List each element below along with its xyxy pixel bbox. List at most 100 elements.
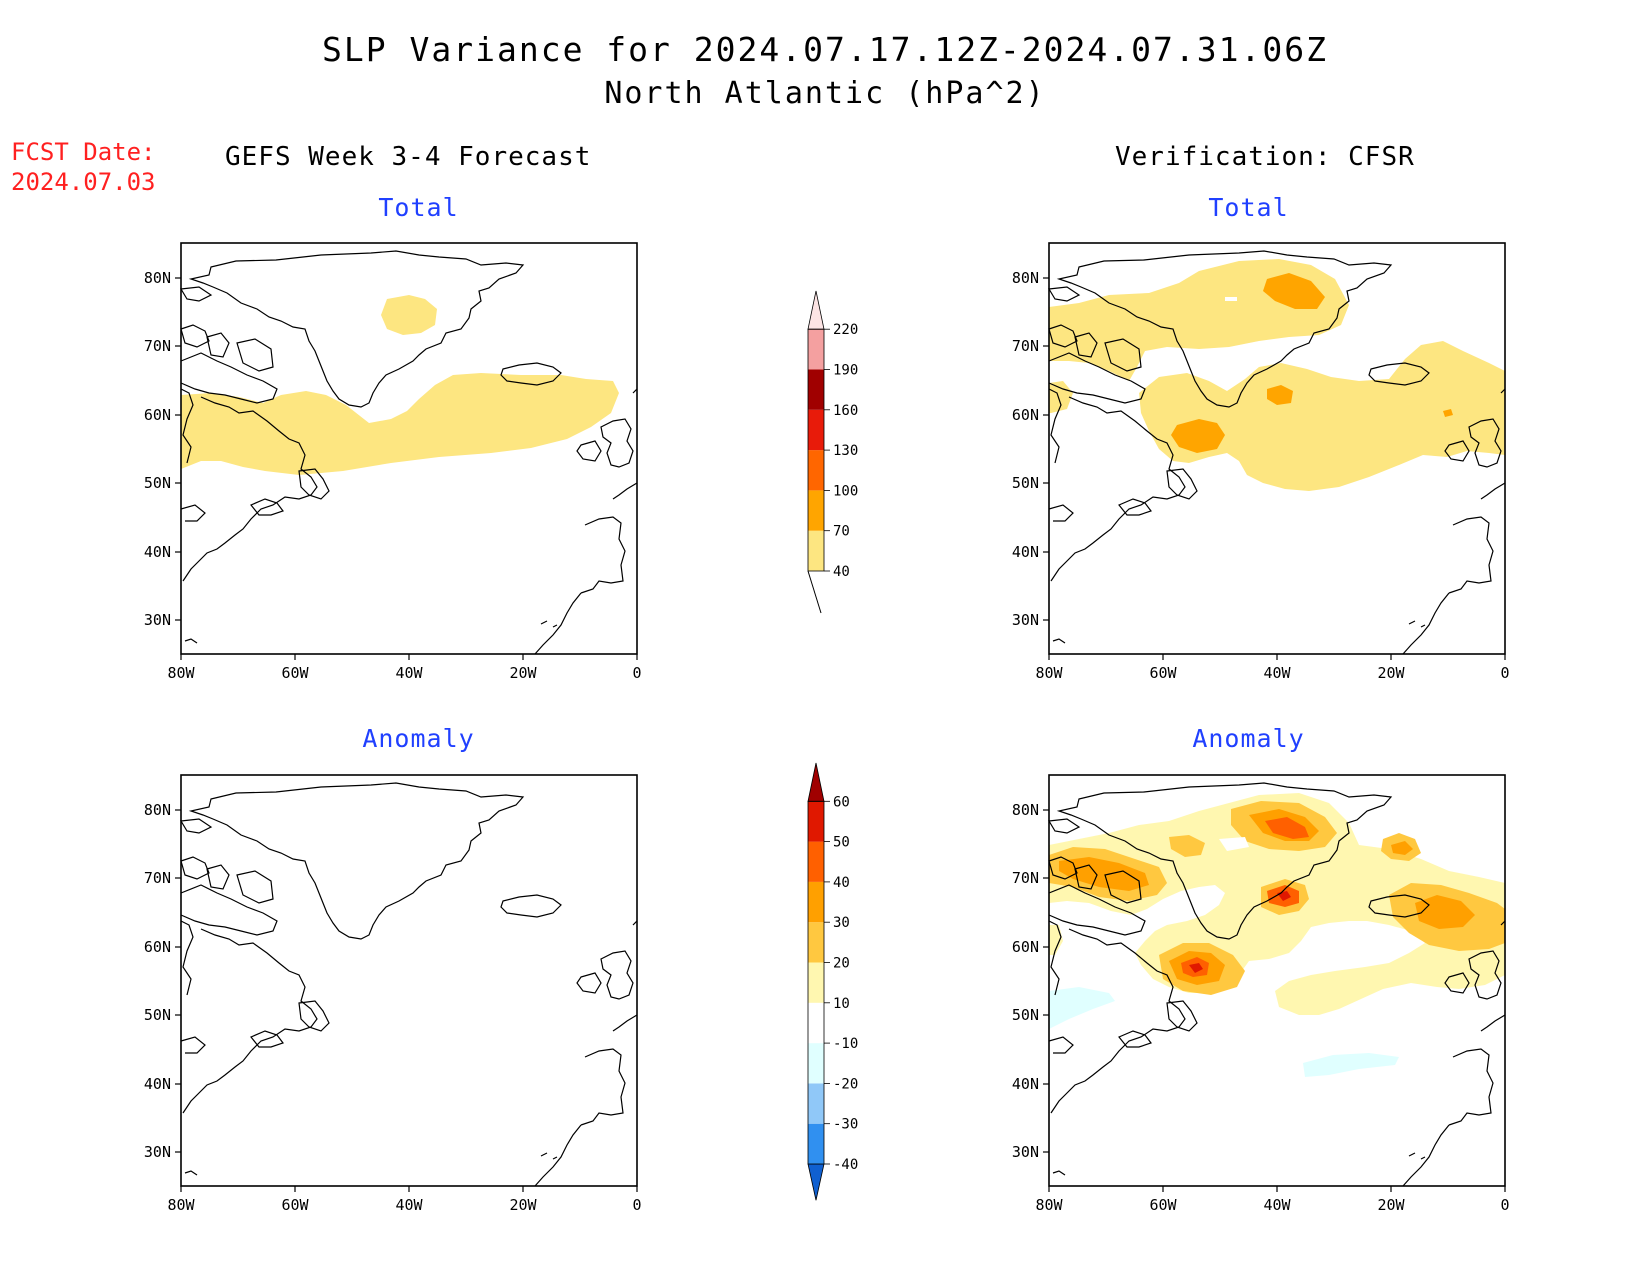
- colorbar-label: 220: [833, 322, 858, 338]
- verification-column-title: Verification: CFSR: [1115, 142, 1415, 172]
- colorbar-cell: [808, 369, 824, 410]
- lon-tick-label: 20W: [1377, 664, 1405, 682]
- gefs-total-panel: [180, 242, 638, 655]
- colorbar-cell: [808, 922, 824, 963]
- gefs-anomaly-panel: [180, 774, 638, 1187]
- lon-tick-label: 60W: [281, 664, 309, 682]
- lon-tick-label: 80W: [1035, 664, 1063, 682]
- lat-tick-label: 40N: [144, 1075, 171, 1093]
- colorbar-cell: [807, 290, 825, 330]
- colorbar-cell: [808, 801, 824, 842]
- colorbar-label: 10: [833, 996, 850, 1012]
- colorbar-label: -40: [833, 1157, 858, 1173]
- colorbar-cell: [808, 1083, 824, 1124]
- cfsr-total-panel: [1048, 242, 1506, 655]
- colorbar-label: 40: [833, 564, 850, 580]
- colorbar-label: 100: [833, 483, 858, 499]
- colorbar-label: -10: [833, 1036, 858, 1052]
- lon-tick-label: 40W: [1263, 664, 1291, 682]
- colorbar-frame: [807, 800, 825, 1165]
- lon-tick-label: 60W: [1149, 664, 1177, 682]
- colorbar-label: -20: [833, 1076, 858, 1092]
- anomaly-colorbar: -40 -30 -20 -10 10 20 30 40 50 60: [807, 762, 858, 1201]
- lon-tick-label: 60W: [281, 1196, 309, 1214]
- lat-tick-label: 40N: [1012, 543, 1039, 561]
- colorbar-label: 130: [833, 443, 858, 459]
- fcst-date-value: 2024.07.03: [11, 168, 156, 196]
- lat-tick-label: 80N: [1012, 801, 1039, 819]
- gefs-anomaly-title: Anomaly: [362, 724, 475, 753]
- colorbar-tail: [807, 570, 822, 614]
- colorbar-label: 20: [833, 956, 850, 972]
- lat-tick-label: 30N: [1012, 611, 1039, 629]
- colorbar-cell: [808, 1043, 824, 1084]
- lat-tick-label: 80N: [144, 801, 171, 819]
- cfsr-total-title: Total: [1208, 193, 1289, 222]
- lon-tick-label: 20W: [509, 1196, 537, 1214]
- colorbar-label: 190: [833, 363, 858, 379]
- colorbar-cell: [808, 450, 824, 491]
- gefs-column-title: GEFS Week 3-4 Forecast: [225, 142, 592, 172]
- lon-tick-label: 60W: [1149, 1196, 1177, 1214]
- lon-tick-label: 0: [1500, 664, 1509, 682]
- lon-tick-label: 40W: [395, 1196, 423, 1214]
- figure-subtitle: North Atlantic (hPa^2): [604, 76, 1046, 111]
- lat-tick-label: 50N: [1012, 1006, 1039, 1024]
- lon-tick-label: 0: [632, 1196, 641, 1214]
- lat-tick-label: 70N: [144, 869, 171, 887]
- cfsr-anomaly-panel: [1048, 774, 1506, 1187]
- lat-tick-label: 60N: [1012, 938, 1039, 956]
- lat-tick-label: 80N: [1012, 269, 1039, 287]
- lat-tick-label: 40N: [144, 543, 171, 561]
- lat-tick-label: 60N: [1012, 406, 1039, 424]
- lat-tick-label: 50N: [144, 1006, 171, 1024]
- lat-tick-label: 50N: [144, 474, 171, 492]
- total-colorbar: 40 70 100 130 160 190 220: [807, 290, 858, 614]
- colorbar-label: 30: [833, 915, 850, 931]
- lon-tick-label: 20W: [1377, 1196, 1405, 1214]
- lat-tick-label: 30N: [144, 611, 171, 629]
- colorbar-cell: [808, 530, 824, 571]
- colorbar-cell: [808, 881, 824, 923]
- lon-tick-label: 40W: [1263, 1196, 1291, 1214]
- colorbar-label: -30: [833, 1117, 858, 1133]
- lon-tick-label: 20W: [509, 664, 537, 682]
- lat-tick-label: 60N: [144, 406, 171, 424]
- lon-tick-label: 40W: [395, 664, 423, 682]
- colorbar-cell: [808, 1123, 824, 1164]
- lat-tick-label: 30N: [1012, 1143, 1039, 1161]
- gefs-total-title: Total: [378, 193, 459, 222]
- lat-tick-label: 80N: [144, 269, 171, 287]
- lat-tick-label: 30N: [144, 1143, 171, 1161]
- lon-tick-label: 0: [632, 664, 641, 682]
- colorbar-cell: [808, 962, 824, 1003]
- lon-tick-label: 80W: [1035, 1196, 1063, 1214]
- colorbar-cell: [807, 762, 825, 802]
- fcst-date-label: FCST Date:: [11, 138, 156, 166]
- lat-tick-label: 60N: [144, 938, 171, 956]
- colorbar-label: 50: [833, 835, 850, 851]
- lat-tick-label: 70N: [1012, 337, 1039, 355]
- colorbar-cell: [807, 1163, 825, 1201]
- axis-ticks: 80N 70N 60N 50N 40N 30N 80W 60W 40W 20W 0 80N 70N 60N…: [144, 269, 1510, 1214]
- lat-tick-label: 70N: [1012, 869, 1039, 887]
- figure-title: SLP Variance for 2024.07.17.12Z-2024.07.…: [322, 30, 1328, 69]
- cfsr-anomaly-title: Anomaly: [1192, 724, 1305, 753]
- colorbar-cell: [808, 841, 824, 882]
- colorbar-cell: [808, 329, 824, 370]
- lat-tick-label: 40N: [1012, 1075, 1039, 1093]
- lon-tick-label: 80W: [167, 1196, 195, 1214]
- colorbar-label: 70: [833, 524, 850, 540]
- colorbar-label: 60: [833, 794, 850, 810]
- lat-tick-label: 70N: [144, 337, 171, 355]
- colorbar-label: 40: [833, 875, 850, 891]
- lon-tick-label: 0: [1500, 1196, 1509, 1214]
- colorbar-label: 160: [833, 403, 858, 419]
- gefs-total-shading: [181, 295, 619, 475]
- colorbar-cell: [808, 1002, 824, 1044]
- colorbar-cell: [808, 490, 824, 531]
- cfsr-total-shading: [1049, 259, 1505, 491]
- lon-tick-label: 80W: [167, 664, 195, 682]
- colorbar-cell: [808, 409, 824, 451]
